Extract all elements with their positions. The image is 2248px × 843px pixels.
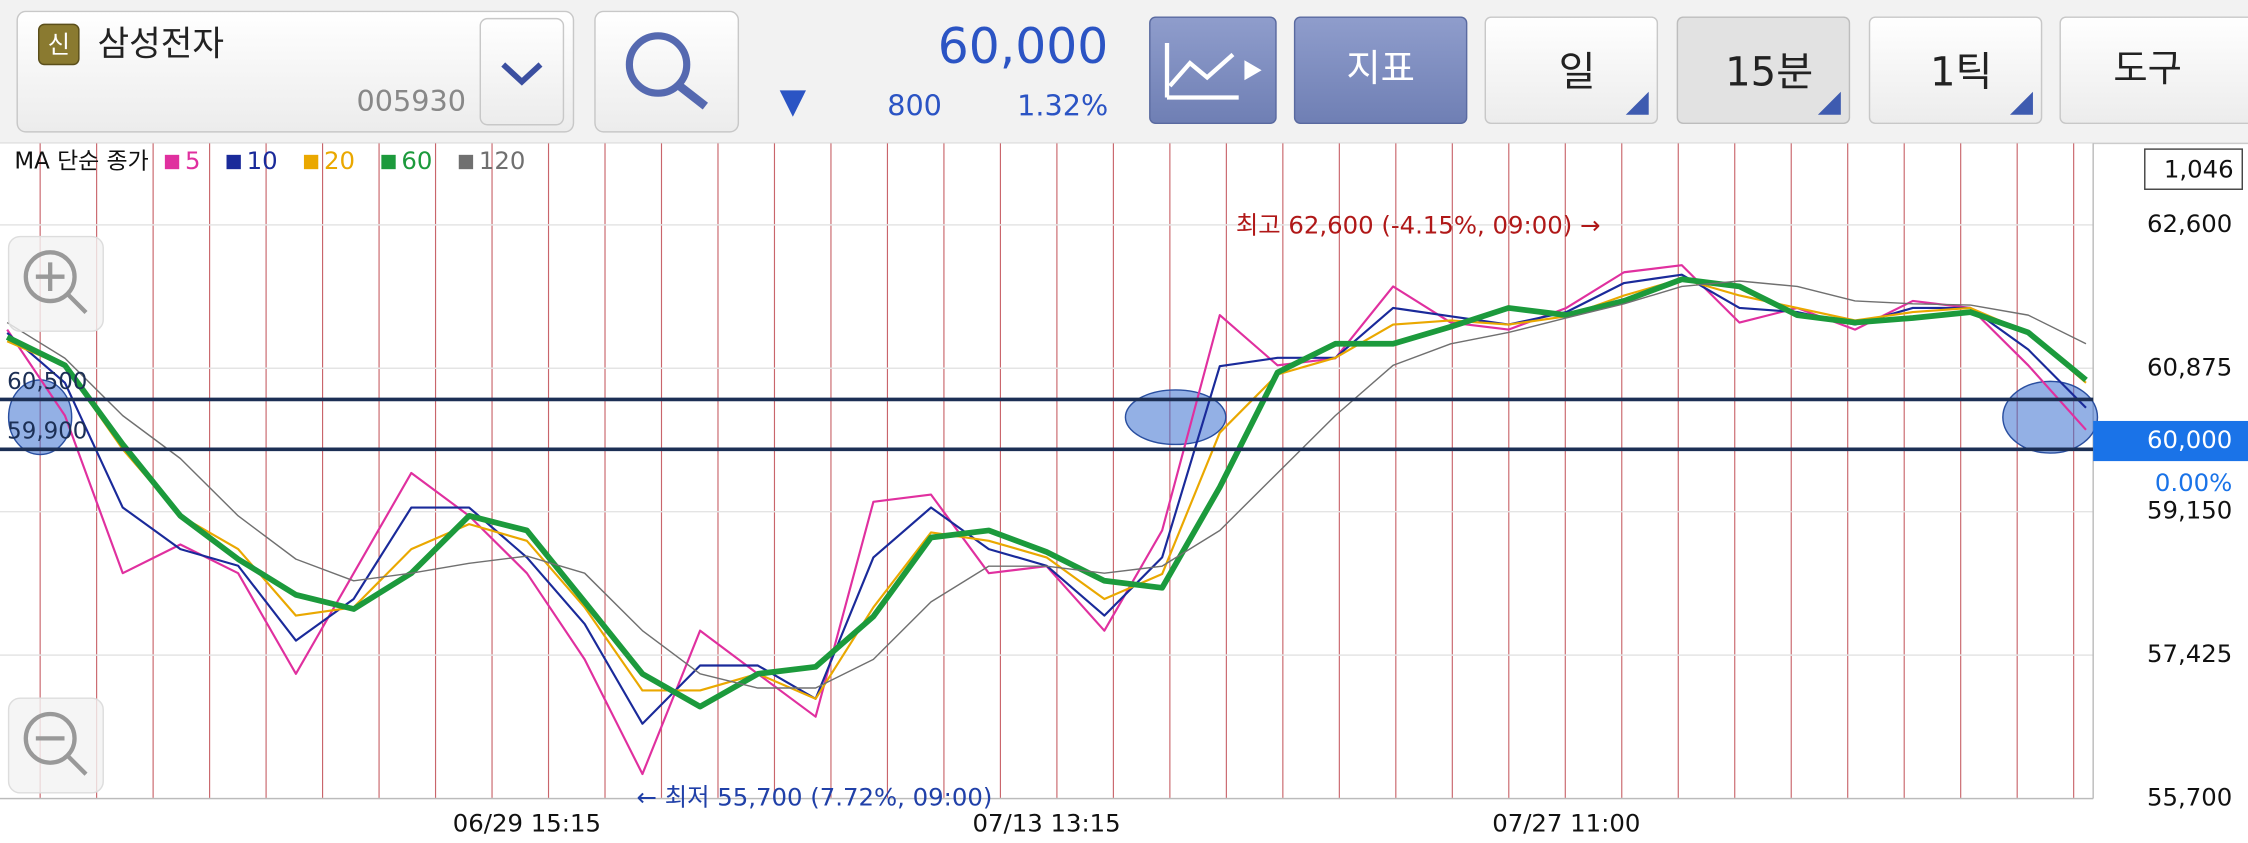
- direction: ▼: [780, 82, 807, 122]
- y-tick-label: 59,150: [2147, 496, 2232, 525]
- badge-text: 신: [48, 30, 70, 59]
- volume-box: [2144, 148, 2243, 190]
- y-tick-label: 62,600: [2147, 209, 2232, 238]
- legend-label: 10: [247, 146, 278, 175]
- stock-code: 005930: [357, 84, 466, 118]
- badge: [37, 23, 80, 66]
- legend-label: 20: [324, 146, 355, 175]
- y-tick-label: 60,875: [2147, 352, 2232, 381]
- button-label: 일: [1559, 50, 1596, 96]
- minute-button[interactable]: [1676, 16, 1851, 125]
- zoom-icon: [23, 711, 77, 765]
- price: 60,000: [938, 19, 1109, 75]
- legend-swatch: [458, 154, 474, 170]
- tick-button[interactable]: [1868, 16, 2043, 125]
- tool-button[interactable]: [2059, 16, 2248, 125]
- corner-mark: [1817, 91, 1841, 115]
- zoom-in[interactable]: [7, 235, 104, 332]
- day-button[interactable]: [1484, 16, 1659, 125]
- chart-icon: [1164, 43, 1239, 100]
- search-button[interactable]: [594, 10, 740, 133]
- volume-label: 1,046: [2164, 155, 2234, 184]
- y-tick-label: 55,700: [2147, 783, 2232, 812]
- price-tag-change: 0.00%: [2155, 468, 2232, 497]
- x-tick-label: 07/27 11:00: [1492, 808, 1640, 837]
- button-label: 지표: [1346, 46, 1415, 90]
- zoom-in-button[interactable]: [7, 235, 104, 332]
- plot: 62,600 60,875 59,150 57,425 55,700 06/29 15:1…: [0, 143, 2248, 837]
- corner-mark: [1625, 91, 1649, 115]
- zoom-icon: [23, 250, 77, 304]
- legend-swatch: [381, 154, 396, 170]
- dropdown[interactable]: [479, 17, 565, 126]
- zoom-icon: [35, 262, 88, 315]
- legend-label: 5: [185, 146, 201, 175]
- chart-icon: [1244, 60, 1262, 81]
- chevron: [501, 62, 543, 86]
- search-icon: [676, 82, 709, 110]
- max-annotation: 최고 62,600 (-4.15%, 09:00) →: [1236, 211, 1601, 240]
- plot-bg: [0, 143, 2094, 799]
- button-label: 1틱: [1930, 50, 1992, 96]
- indicator-button[interactable]: [1293, 16, 1468, 125]
- x-tick-label: 06/29 15:15: [453, 808, 601, 837]
- stock-box[interactable]: [16, 10, 575, 133]
- legend-title: MA 단순 종가: [14, 149, 148, 175]
- zoom-icon: [35, 736, 88, 776]
- legend-swatch: [164, 154, 180, 170]
- button-label: 도구: [2113, 46, 2182, 90]
- ma-line: [5, 276, 2088, 710]
- change-pct: 1.32%: [1017, 89, 1108, 123]
- change: 800: [887, 89, 942, 123]
- highlight: [2002, 380, 2099, 454]
- legend-swatch: [226, 154, 241, 170]
- min-annotation: ← 최저 55,700 (7.72%, 09:00): [637, 783, 993, 812]
- legend-swatch: [303, 154, 319, 170]
- legend-label: 60: [401, 146, 432, 175]
- ma-line: [6, 280, 2087, 689]
- price-tag: [2093, 420, 2248, 462]
- zoom-out-button[interactable]: [7, 697, 104, 794]
- y-tick-label: 57,425: [2147, 639, 2232, 668]
- corner-mark: [2010, 91, 2033, 115]
- button-label: 15분: [1725, 50, 1813, 96]
- legend-label: 120: [479, 146, 526, 175]
- level-label: 60,500: [7, 369, 87, 395]
- x-tick-label: 07/13 13:15: [973, 808, 1121, 837]
- price-tag-label: 60,000: [2147, 425, 2232, 454]
- search-icon: [625, 32, 691, 97]
- stock-name: 삼성전자: [97, 24, 224, 64]
- level-label: 59,900: [7, 419, 87, 445]
- zoom-out[interactable]: [7, 697, 104, 794]
